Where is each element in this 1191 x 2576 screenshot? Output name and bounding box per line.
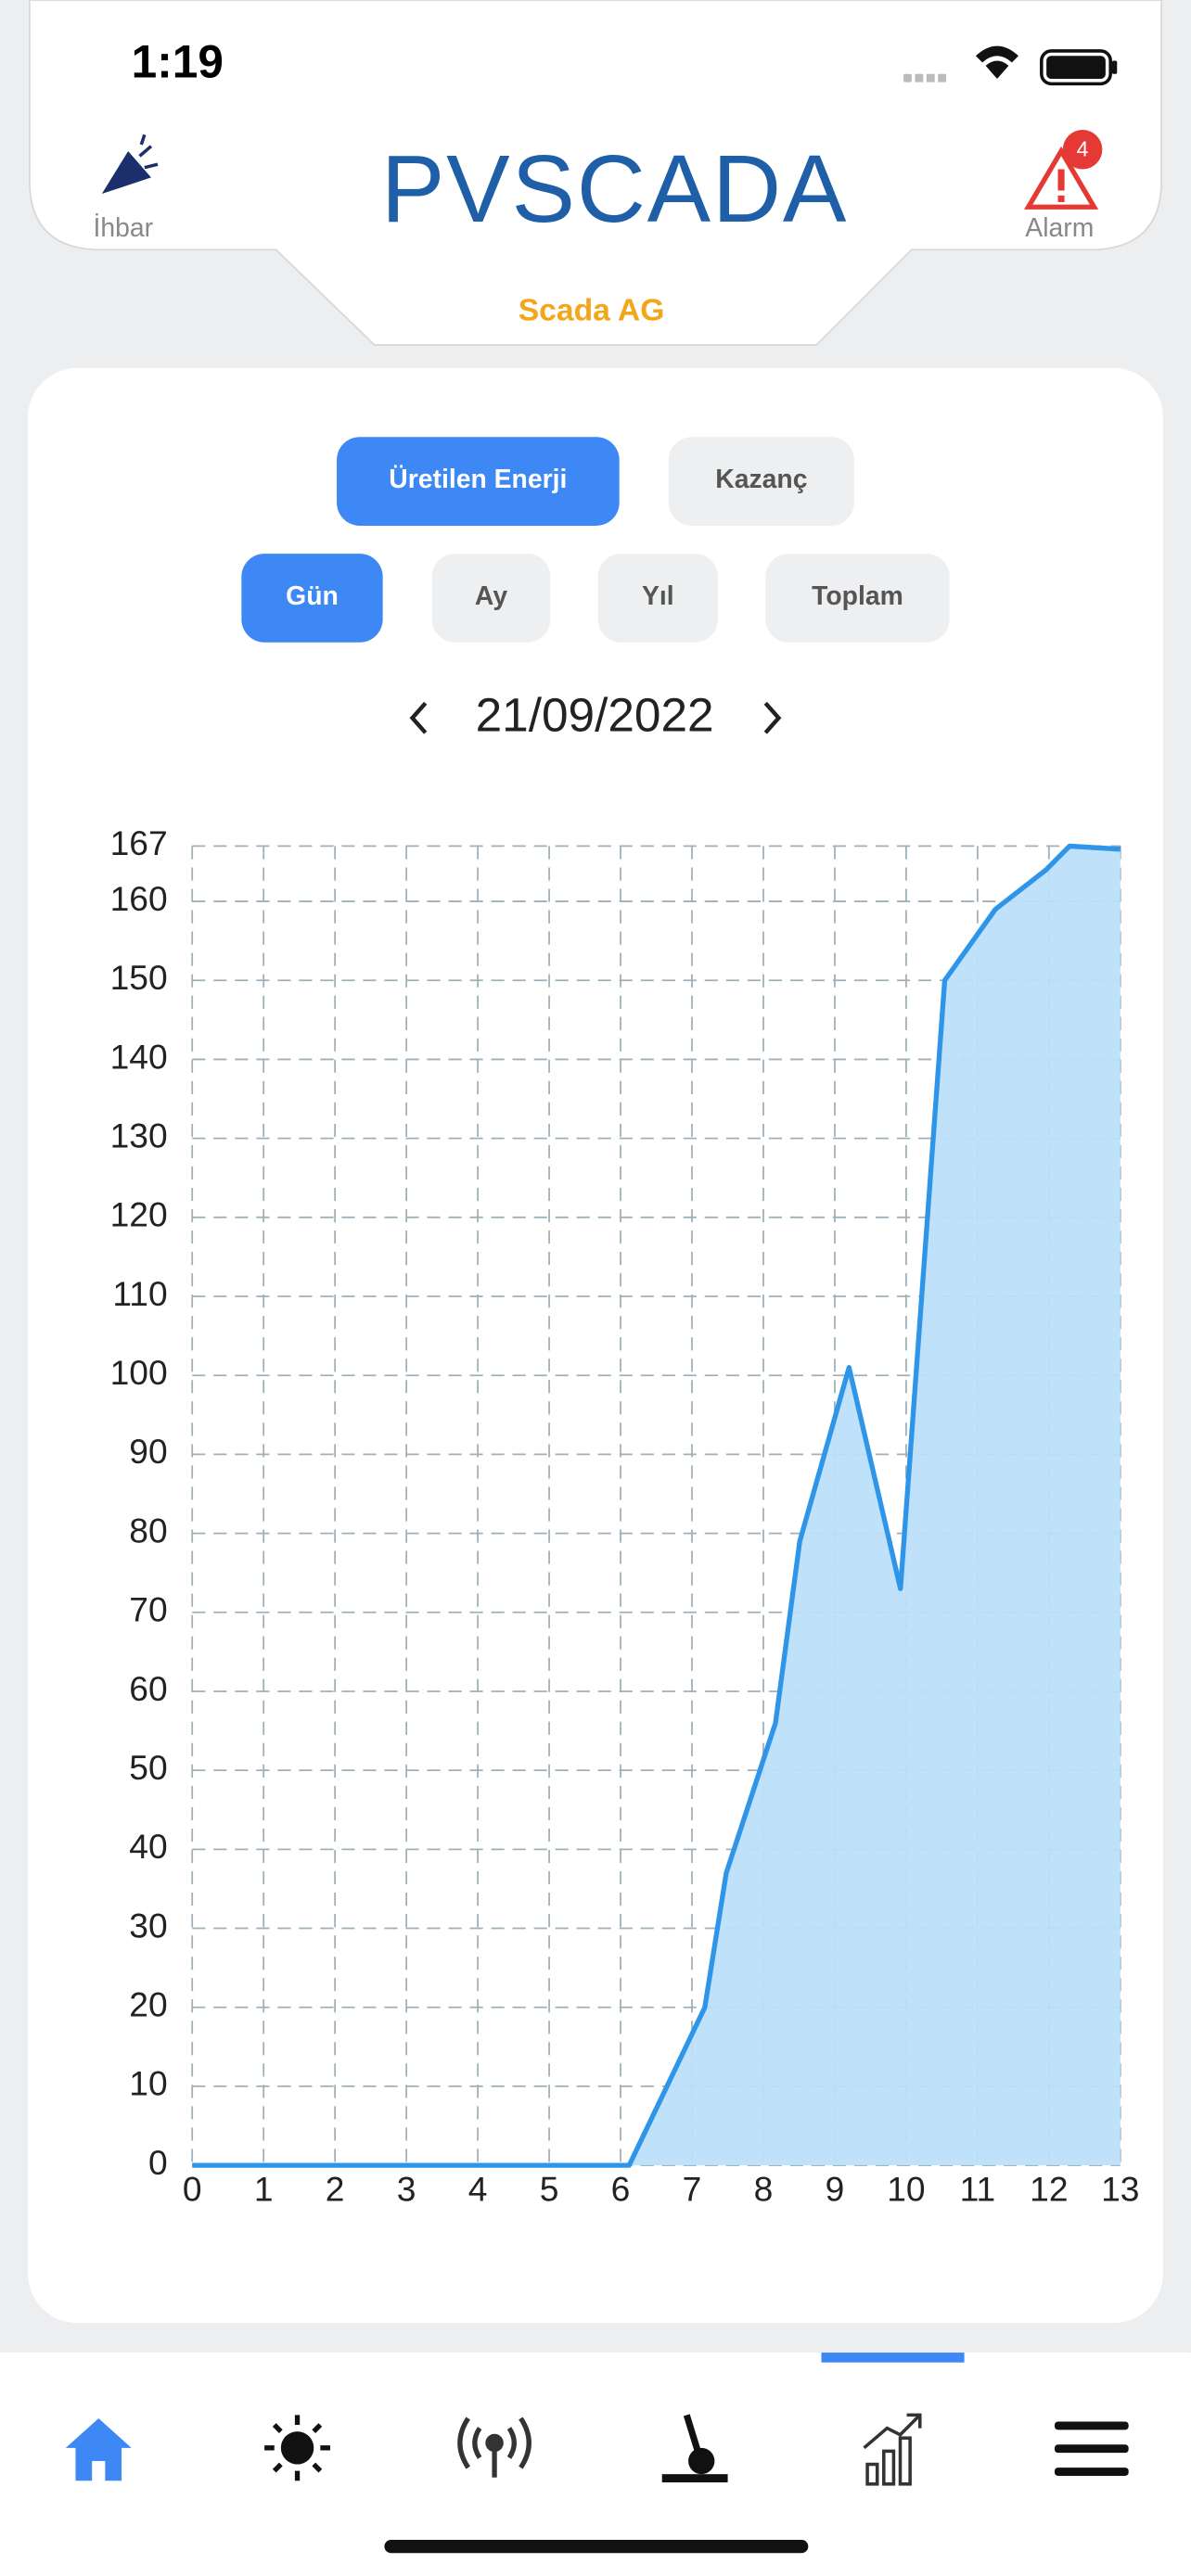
y-tick-label: 130 bbox=[110, 1116, 168, 1154]
nav-sun[interactable] bbox=[264, 2415, 330, 2481]
bottom-nav bbox=[0, 2353, 1191, 2576]
y-tick-label: 140 bbox=[110, 1037, 168, 1076]
date: 21/09/2022 bbox=[475, 690, 714, 743]
y-tick-label: 150 bbox=[110, 958, 168, 997]
x-tick-label: 1 bbox=[254, 2169, 274, 2208]
y-tick-label: 167 bbox=[110, 823, 168, 862]
period-day[interactable]: Gün bbox=[241, 554, 383, 643]
nav-icons bbox=[65, 2413, 1129, 2486]
y-tick-label: 20 bbox=[129, 1985, 167, 2024]
y-tick-label: 40 bbox=[129, 1827, 167, 1866]
prev-date[interactable] bbox=[409, 701, 428, 734]
chart: 0102030405060708090100110120130140150160… bbox=[110, 823, 1140, 2208]
date-arrows bbox=[409, 701, 782, 734]
nav-menu[interactable] bbox=[1054, 2421, 1129, 2476]
y-tick-label: 10 bbox=[129, 2064, 167, 2103]
line bbox=[192, 843, 1121, 2168]
y-tick-label: 90 bbox=[129, 1432, 167, 1471]
tab-energy[interactable]: Üretilen Enerji bbox=[337, 437, 620, 526]
alarm-label[interactable]: Alarm bbox=[1025, 215, 1095, 244]
y-tick-label: 160 bbox=[110, 879, 168, 918]
y-tick-label: 100 bbox=[110, 1353, 168, 1392]
next-date[interactable] bbox=[763, 701, 782, 734]
y-tick-label: 50 bbox=[129, 1748, 167, 1787]
y-tick-label: 110 bbox=[112, 1274, 167, 1313]
x-tick-label: 11 bbox=[960, 2169, 996, 2208]
x-tick-label: 6 bbox=[611, 2169, 631, 2208]
x-tick-label: 0 bbox=[183, 2169, 202, 2208]
y-tick-label: 60 bbox=[129, 1669, 167, 1708]
nav-signal[interactable] bbox=[457, 2417, 531, 2478]
x-tick-label: 9 bbox=[826, 2169, 845, 2208]
y-tick-label: 70 bbox=[129, 1590, 167, 1629]
x-tick-label: 10 bbox=[887, 2169, 925, 2208]
alarm-badge: 4 bbox=[1076, 136, 1089, 161]
active-indicator bbox=[821, 2353, 965, 2363]
x-tick-label: 7 bbox=[683, 2169, 702, 2208]
x-tick-label: 2 bbox=[326, 2169, 345, 2208]
period-year[interactable]: Yıl bbox=[597, 554, 718, 643]
y-tick-label: 0 bbox=[148, 2143, 168, 2182]
ihbar-label[interactable]: İhbar bbox=[93, 215, 154, 244]
x-tick-label: 4 bbox=[468, 2169, 488, 2208]
tab-earning[interactable]: Kazanç bbox=[668, 437, 854, 526]
home-indicator bbox=[384, 2540, 809, 2554]
x-tick-label: 5 bbox=[540, 2169, 559, 2208]
x-tick-label: 12 bbox=[1030, 2169, 1068, 2208]
x-tick-label: 8 bbox=[754, 2169, 774, 2208]
x-tick-label: 13 bbox=[1101, 2169, 1139, 2208]
y-tick-label: 30 bbox=[129, 1906, 167, 1945]
y-tick-label: 80 bbox=[129, 1511, 167, 1549]
status-time: 1:19 bbox=[131, 35, 224, 87]
logo: PVSCADA bbox=[380, 136, 849, 244]
nav-home[interactable] bbox=[65, 2417, 132, 2481]
period-month[interactable]: Ay bbox=[431, 554, 551, 643]
header-bg bbox=[28, 0, 1162, 346]
y-tick-label: 120 bbox=[110, 1195, 168, 1234]
period-total[interactable]: Toplam bbox=[765, 554, 950, 643]
nav-stats[interactable] bbox=[863, 2413, 922, 2486]
area bbox=[192, 846, 1121, 2166]
site-name[interactable]: Scada AG bbox=[518, 294, 665, 329]
nav-control[interactable] bbox=[661, 2414, 728, 2483]
x-tick-label: 3 bbox=[397, 2169, 416, 2208]
